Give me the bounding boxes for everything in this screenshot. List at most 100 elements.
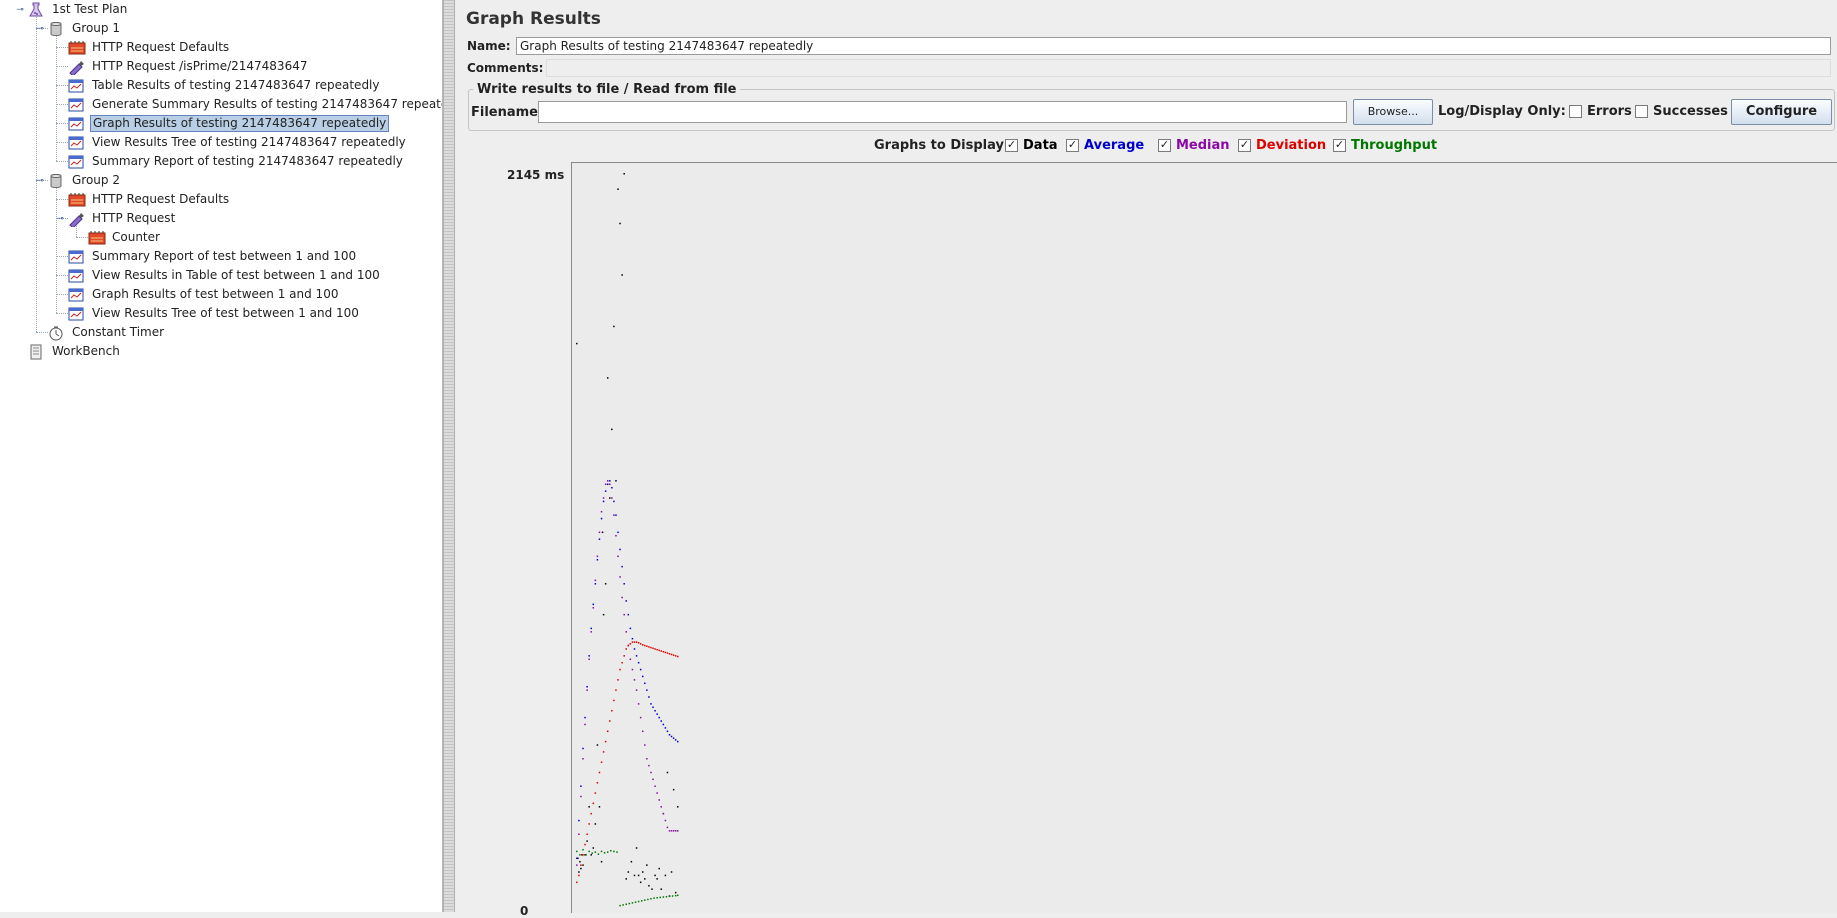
tree-node-11[interactable]: HTTP Request Defaults: [68, 190, 231, 209]
tree-node-3[interactable]: HTTP Request Defaults: [68, 38, 231, 57]
data-point: [590, 631, 592, 633]
tree-node-16[interactable]: Graph Results of test between 1 and 100: [68, 285, 340, 304]
tree-node-10[interactable]: Group 2: [48, 171, 122, 190]
data-point: [592, 802, 595, 805]
checkbox-check-icon[interactable]: ✓: [1333, 138, 1346, 152]
data-point: [652, 778, 654, 781]
data-point: [596, 559, 599, 561]
tree-node-1[interactable]: 1st Test Plan: [28, 0, 129, 19]
expand-toggle-icon[interactable]: ⊸: [36, 176, 44, 186]
data-point: [621, 565, 623, 568]
tree-node-label: View Results Tree of test between 1 and …: [92, 306, 359, 320]
data-point: [662, 650, 665, 653]
tree-node-8[interactable]: View Results Tree of testing 2147483647 …: [68, 133, 408, 152]
configure-button[interactable]: Configure: [1731, 99, 1832, 125]
tree-connector: [56, 313, 68, 314]
filename-input[interactable]: [538, 101, 1347, 123]
data-point: [622, 904, 624, 906]
test-plan-icon: [28, 2, 46, 18]
workbench-icon: [28, 344, 46, 360]
tree-node-4[interactable]: HTTP Request /isPrime/2147483647: [68, 57, 309, 77]
data-point: [677, 806, 679, 808]
config-icon: [68, 192, 86, 208]
data-point: [576, 850, 578, 853]
data-point: [668, 653, 671, 655]
expand-toggle-icon[interactable]: ⊸: [56, 214, 64, 224]
checkbox-check-icon[interactable]: ✓: [1158, 138, 1171, 152]
data-point: [635, 641, 638, 643]
panel-splitter[interactable]: [443, 0, 455, 912]
tree-node-15[interactable]: View Results in Table of test between 1 …: [68, 266, 382, 285]
data-point: [631, 668, 634, 671]
data-point: [582, 854, 584, 856]
data-point: [652, 647, 654, 650]
data-point: [634, 901, 637, 903]
name-input[interactable]: Graph Results of testing 2147483647 repe…: [516, 37, 1831, 55]
data-point: [627, 613, 630, 616]
data-point: [666, 730, 669, 733]
test-plan-tree[interactable]: 1st Test Plan Group 1 HTTP Request Default…: [0, 0, 443, 912]
successes-checkbox[interactable]: Successes: [1635, 104, 1728, 119]
tree-node-7[interactable]: Graph Results of testing 2147483647 repe…: [68, 114, 390, 133]
listener-icon: [68, 249, 86, 265]
tree-node-6[interactable]: Generate Summary Results of testing 2147…: [68, 95, 442, 114]
checkbox-check-icon[interactable]: ✓: [1005, 138, 1018, 152]
errors-checkbox-box[interactable]: [1569, 105, 1582, 118]
checkbox-check-icon[interactable]: ✓: [1238, 138, 1251, 152]
data-point: [588, 658, 590, 661]
series-data: [576, 173, 679, 897]
successes-checkbox-box[interactable]: [1635, 105, 1648, 118]
data-point: [577, 857, 579, 860]
tree-node-9[interactable]: Summary Report of testing 2147483647 rep…: [68, 152, 405, 171]
tree-connector: [56, 188, 57, 313]
checkbox-check-icon[interactable]: ✓: [1066, 138, 1079, 152]
graph-option-average[interactable]: ✓ Average: [1066, 138, 1144, 153]
data-point: [646, 864, 648, 866]
data-point: [594, 583, 597, 585]
data-point: [594, 851, 597, 853]
graph-option-data[interactable]: ✓ Data: [1005, 138, 1058, 153]
data-point: [664, 874, 667, 877]
data-point: [654, 785, 656, 787]
data-point: [609, 720, 611, 722]
graph-option-throughput[interactable]: ✓ Throughput: [1333, 138, 1437, 153]
expand-toggle-icon[interactable]: ⊸: [16, 5, 24, 15]
data-point: [581, 854, 583, 856]
data-point: [633, 641, 636, 643]
data-point: [623, 583, 625, 585]
expand-toggle-icon[interactable]: ⊸: [36, 24, 44, 34]
graph-results-panel: Graph Results Name: Graph Results of tes…: [456, 0, 1837, 918]
tree-connector: [56, 123, 68, 124]
data-point: [592, 847, 595, 849]
data-point: [619, 668, 621, 671]
data-point: [640, 900, 643, 902]
graph-option-median[interactable]: ✓ Median: [1158, 138, 1230, 153]
data-point: [619, 222, 621, 225]
comments-input[interactable]: [546, 59, 1831, 77]
tree-node-13[interactable]: Counter: [88, 228, 162, 247]
graph-option-deviation[interactable]: ✓ Deviation: [1238, 138, 1326, 153]
data-point: [656, 896, 658, 899]
file-section-title: Write results to file / Read from file: [473, 82, 741, 97]
tree-node-14[interactable]: Summary Report of test between 1 and 100: [68, 247, 358, 266]
tree-node-12[interactable]: HTTP Request: [68, 209, 177, 229]
data-point: [664, 727, 667, 729]
errors-checkbox[interactable]: Errors: [1569, 104, 1632, 119]
browse-button[interactable]: Browse...: [1353, 99, 1433, 125]
listener-icon: [68, 135, 86, 151]
graph-option-label: Median: [1176, 138, 1230, 153]
data-point: [674, 894, 677, 897]
tree-node-18[interactable]: Constant Timer: [48, 323, 166, 342]
thread-group-icon: [48, 173, 66, 189]
tree-node-2[interactable]: Group 1: [48, 19, 122, 38]
data-point: [670, 830, 673, 832]
tree-node-19[interactable]: WorkBench: [28, 342, 122, 361]
tree-node-17[interactable]: View Results Tree of test between 1 and …: [68, 304, 361, 323]
tree-node-5[interactable]: Table Results of testing 2147483647 repe…: [68, 76, 382, 95]
data-point: [600, 850, 603, 853]
data-point: [596, 782, 599, 784]
data-point: [666, 771, 669, 774]
data-point: [674, 655, 677, 657]
data-point: [658, 716, 660, 719]
name-label: Name:: [467, 39, 511, 53]
